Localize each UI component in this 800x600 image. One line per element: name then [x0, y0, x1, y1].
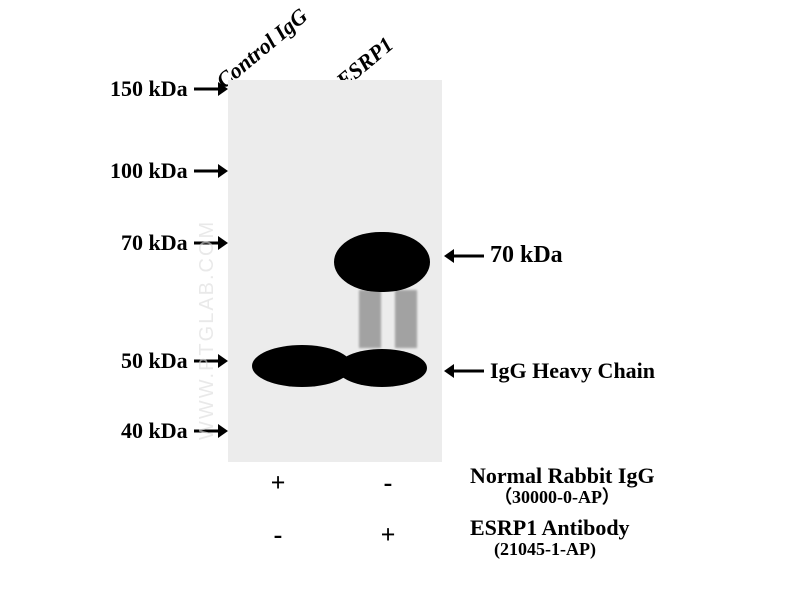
mw-label-text: 50 kDa [121, 348, 188, 374]
mw-label-text: 100 kDa [110, 158, 188, 184]
figure-root: Control IgGESRP1150 kDa100 kDa70 kDa50 k… [0, 0, 800, 600]
condition-row-label-main: ESRP1 Antibody [470, 516, 630, 540]
arrow-right-icon [194, 421, 228, 441]
condition-row-label-main: Normal Rabbit IgG [470, 464, 655, 488]
arrow-right-icon [194, 351, 228, 371]
mw-label: 150 kDa [110, 76, 230, 102]
blot-smear [395, 290, 417, 348]
arrow-left-icon [444, 246, 484, 266]
blot-band [334, 232, 430, 292]
mw-label: 40 kDa [121, 418, 230, 444]
condition-mark: + [376, 520, 400, 550]
condition-mark: - [266, 520, 290, 550]
arrow-right-icon [194, 79, 228, 99]
arrow-left-icon [444, 361, 484, 381]
arrow-right-icon [194, 161, 228, 181]
mw-label-text: 150 kDa [110, 76, 188, 102]
mw-label-text: 40 kDa [121, 418, 188, 444]
condition-mark: + [266, 468, 290, 498]
condition-mark: - [376, 468, 400, 498]
condition-row-label: Normal Rabbit IgG（30000-0-AP） [470, 464, 655, 508]
right-annotation-text: IgG Heavy Chain [490, 358, 655, 384]
condition-row-label-sub: （30000-0-AP） [494, 488, 655, 508]
arrow-right-icon [194, 233, 228, 253]
condition-row-label-sub: (21045-1-AP) [494, 540, 630, 560]
blot-smear [359, 290, 381, 348]
blot-band [337, 349, 427, 387]
mw-label: 100 kDa [110, 158, 230, 184]
blot [228, 80, 442, 462]
condition-row-label: ESRP1 Antibody(21045-1-AP) [470, 516, 630, 560]
mw-label: 50 kDa [121, 348, 230, 374]
right-annotation: IgG Heavy Chain [444, 358, 655, 384]
right-annotation: 70 kDa [444, 242, 563, 269]
mw-label: 70 kDa [121, 230, 230, 256]
mw-label-text: 70 kDa [121, 230, 188, 256]
right-annotation-text: 70 kDa [490, 242, 563, 269]
